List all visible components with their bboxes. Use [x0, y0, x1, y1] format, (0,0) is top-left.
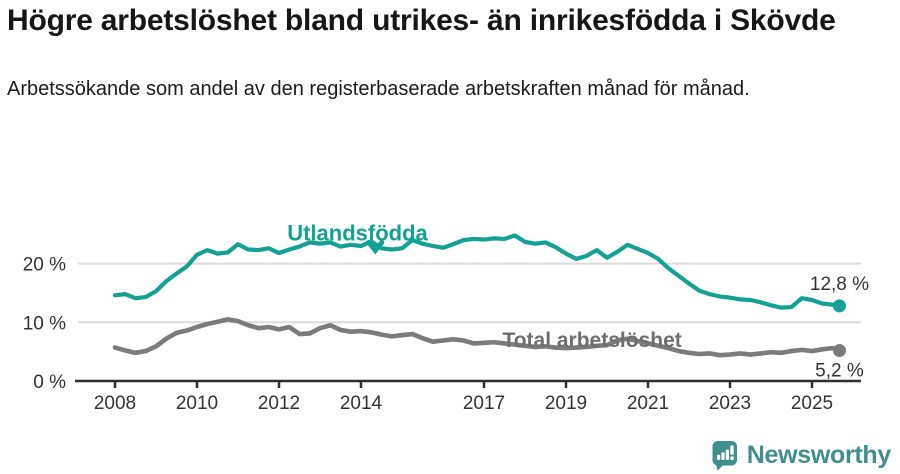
chart-subtitle: Arbetssökande som andel av den registerb…	[7, 78, 750, 100]
brand-footer: Newsworthy	[711, 440, 891, 471]
series-end-dot	[832, 299, 846, 313]
series-label: Utlandsfödda	[287, 220, 428, 245]
x-tick-label: 2010	[176, 393, 218, 414]
series-line	[112, 233, 842, 310]
series-label: Total arbetslöshet	[502, 329, 681, 352]
x-tick-label: 2023	[709, 393, 751, 414]
series-line	[112, 317, 842, 358]
series-end-dot	[832, 343, 846, 357]
chart-title: Högre arbetslöshet bland utrikes- än inr…	[7, 4, 836, 37]
x-tick-label: 2021	[627, 393, 669, 414]
newsworthy-logo-icon	[711, 440, 739, 471]
x-tick-label: 2012	[258, 393, 300, 414]
x-tick-label: 2019	[545, 393, 587, 414]
series-end-value: 5,2 %	[815, 360, 864, 381]
x-tick-label: 2017	[463, 393, 505, 414]
x-tick-label: 2025	[791, 393, 833, 414]
chart-header: Högre arbetslöshet bland utrikes- än inr…	[7, 2, 845, 104]
series-end-value: 12,8 %	[810, 274, 869, 295]
y-tick-label: 0 %	[33, 372, 66, 393]
x-tick-label: 2008	[94, 393, 136, 414]
y-tick-label: 10 %	[23, 313, 66, 334]
x-tick-label: 2014	[340, 393, 383, 414]
y-tick-label: 20 %	[23, 255, 66, 276]
brand-name: Newsworthy	[746, 441, 892, 469]
down-arrow-icon	[366, 239, 385, 255]
